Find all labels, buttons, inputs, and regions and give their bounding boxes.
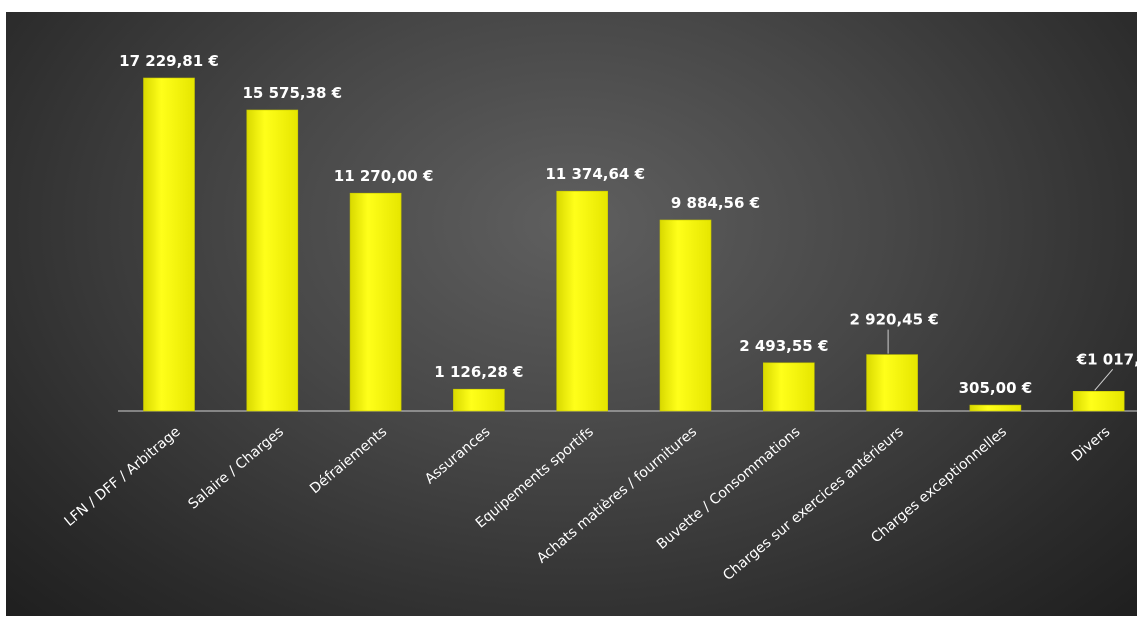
bar-3: [453, 388, 505, 412]
leader-line-9: [1094, 368, 1114, 391]
chart-area: 17 229,81 € 15 575,38 € 11 270,00 € 1 126,2…: [6, 12, 1137, 616]
bar-0: [143, 77, 195, 412]
bar-9: [1072, 390, 1125, 412]
value-label-7: 2 920,45 €: [849, 311, 938, 329]
value-labels-group: 17 229,81 € 15 575,38 € 11 270,00 € 1 126,2…: [119, 52, 1137, 397]
category-label-7: Charges sur exercices antérieurs: [720, 424, 906, 584]
value-label-4: 11 374,64 €: [545, 165, 645, 183]
bar-8: [969, 404, 1022, 412]
bar-6: [762, 362, 815, 412]
bar-5: [659, 219, 712, 412]
bar-2: [349, 192, 402, 412]
value-label-3: 1 126,28 €: [434, 363, 523, 381]
category-label-3: Assurances: [422, 424, 493, 488]
value-label-2: 11 270,00 €: [334, 167, 434, 185]
bar-4: [556, 190, 609, 412]
value-label-8: 305,00 €: [959, 379, 1033, 397]
category-label-1: Salaire / Charges: [185, 424, 286, 513]
category-labels-group: LFN / DFF / Arbitrage Salaire / Charges Dé…: [62, 424, 1114, 584]
value-label-6: 2 493,55 €: [739, 337, 828, 355]
bar-1: [246, 109, 299, 412]
value-label-0: 17 229,81 €: [119, 52, 219, 70]
bar-chart: 17 229,81 € 15 575,38 € 11 270,00 € 1 126,2…: [62, 52, 1137, 584]
category-label-2: Défraiements: [307, 424, 390, 497]
value-label-5: 9 884,56 €: [671, 194, 760, 212]
bars-group: [143, 77, 1125, 412]
category-label-5: Achats matières / fournitures: [534, 424, 700, 567]
category-label-0: LFN / DFF / Arbitrage: [62, 424, 184, 530]
category-label-9: Divers: [1069, 424, 1113, 465]
category-label-4: Equipements sportifs: [473, 424, 597, 532]
value-label-9: €1 017,51: [1076, 350, 1137, 368]
value-label-1: 15 575,38 €: [242, 84, 342, 102]
bar-7: [866, 354, 918, 412]
